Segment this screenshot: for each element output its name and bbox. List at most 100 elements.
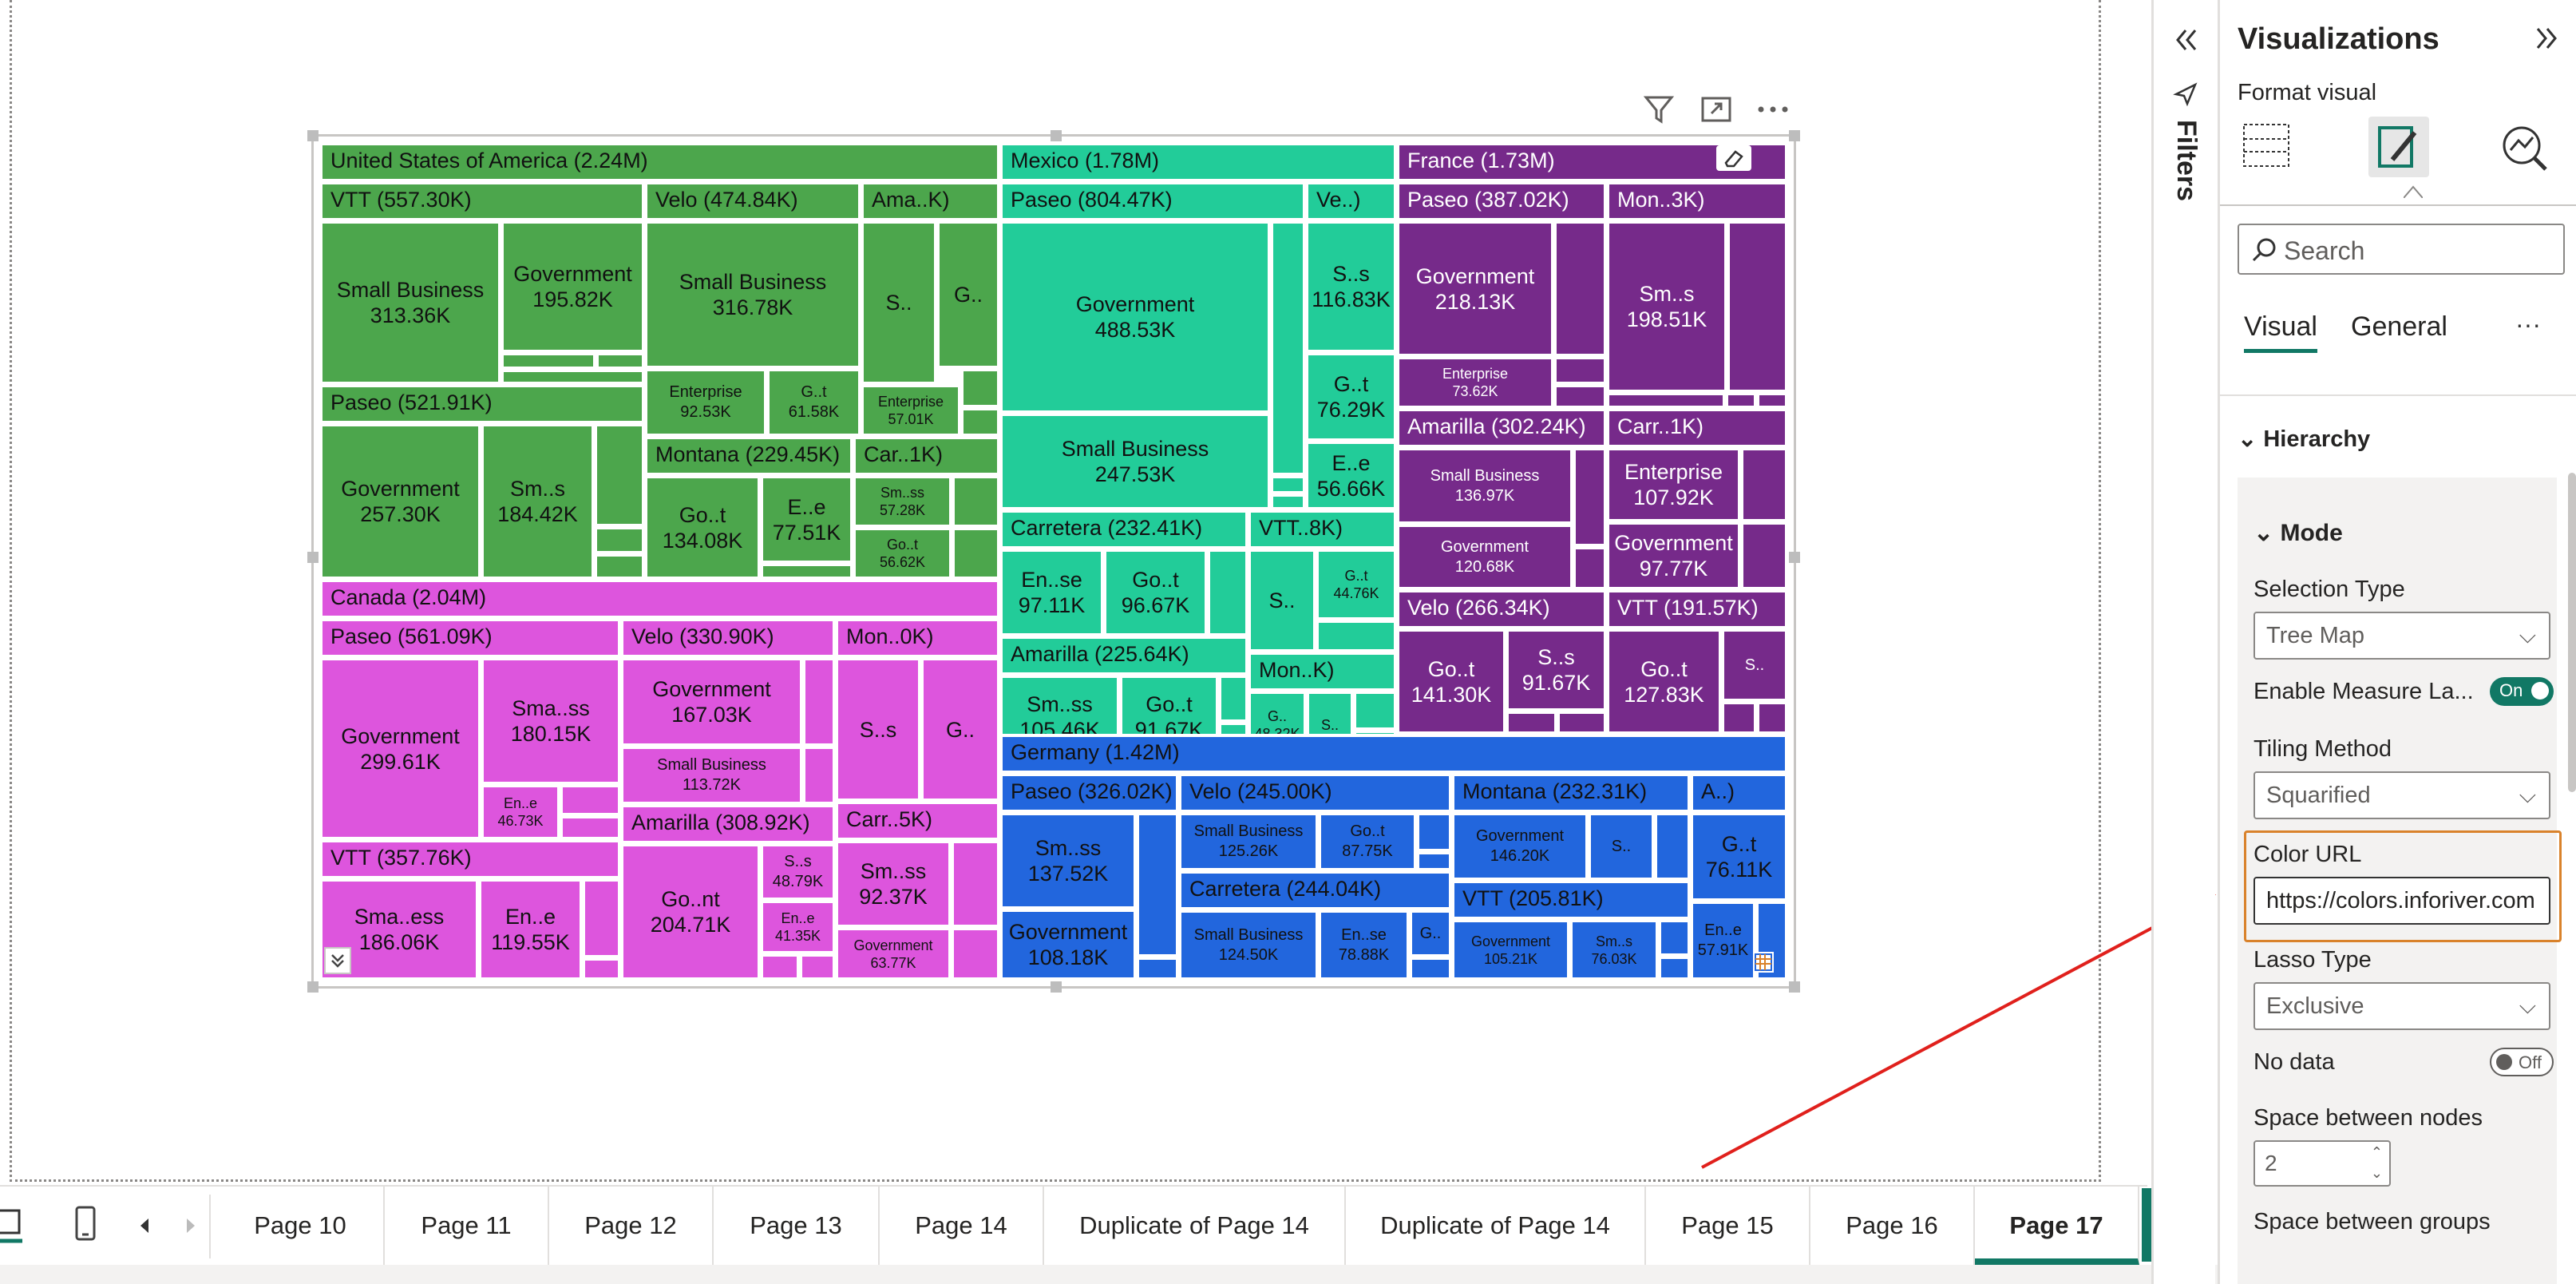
node-small[interactable] [1353,691,1397,731]
node-us-car-got[interactable]: Go..t 56.62K [853,527,952,580]
node-small[interactable] [1553,220,1607,357]
resize-handle[interactable] [307,981,319,993]
node-fr-ama-sb[interactable]: Small Business 136.97K [1396,447,1573,525]
section-hierarchy[interactable]: ⌄ Hierarchy [2238,425,2370,453]
node-ca-vtt[interactable]: VTT (357.76K) [319,839,621,879]
node-us-ama-g[interactable]: G.. [936,220,1000,369]
node-de-montana[interactable]: Montana (232.31K) [1451,773,1691,813]
node-mx-car-ense[interactable]: En..se 97.11K [999,549,1104,636]
analytics-icon[interactable] [2496,120,2552,176]
tab-page-10[interactable]: Page 10 [217,1187,385,1265]
node-ca-carr-smss[interactable]: Sm..ss 92.37K [835,840,952,928]
desktop-layout-icon[interactable] [0,1204,24,1244]
node-ca-amarilla[interactable]: Amarilla (308.92K) [620,804,836,844]
tab-general[interactable]: General [2351,311,2447,342]
expand-pane-icon[interactable] [2530,21,2565,56]
node-de-paseo[interactable]: Paseo (326.02K) [999,773,1179,813]
tab-page-16[interactable]: Page 16 [1810,1187,1975,1265]
node-mx-ve[interactable]: Ve..) [1305,181,1397,221]
tab-visual[interactable]: Visual [2244,311,2317,353]
node-small[interactable] [1654,812,1691,881]
node-de-car-ense[interactable]: En..se 78.88K [1318,910,1410,981]
node-small[interactable] [1553,356,1607,385]
node-us-car-smss[interactable]: Sm..ss 57.28K [853,475,952,528]
stepper-arrows-icon[interactable]: ⌃ ⌄ [2370,1144,2383,1181]
resize-handle[interactable] [1789,552,1800,563]
node-us-velo-sb[interactable]: Small Business 316.78K [644,220,861,369]
more-options-icon[interactable] [1755,94,1791,125]
node-fr-ama-gov[interactable]: Government 120.68K [1396,524,1573,590]
node-small[interactable] [760,953,800,981]
mobile-layout-icon[interactable] [73,1204,97,1244]
node-mx-car-got[interactable]: Go..t 96.67K [1103,549,1208,636]
node-de-car-sb[interactable]: Small Business 124.50K [1178,910,1319,981]
node-small[interactable] [1740,521,1788,590]
node-mx-vtt[interactable]: VTT..8K) [1248,509,1397,549]
lasso-type-dropdown[interactable]: Exclusive ⌵ [2254,982,2550,1030]
subsection-mode[interactable]: ⌄ Mode [2254,519,2343,547]
node-de-vtt[interactable]: VTT (205.81K) [1451,880,1691,920]
color-url-input[interactable]: https://colors.inforiver.com [2254,877,2550,925]
node-de-vtt-sms[interactable]: Sm..s 76.03K [1569,919,1659,981]
node-mx-amarilla[interactable]: Amarilla (225.64K) [999,636,1248,676]
node-fr-carr-ent[interactable]: Enterprise 107.92K [1606,447,1741,522]
node-de-car-g[interactable]: G.. [1409,910,1452,957]
tab-duplicate-page-14-2[interactable]: Duplicate of Page 14 [1346,1187,1646,1265]
selection-type-dropdown[interactable]: Tree Map ⌵ [2254,612,2550,660]
node-us-ama-ent[interactable]: Enterprise 57.01K [861,384,961,437]
node-us-paseo[interactable]: Paseo (521.91K) [319,384,645,424]
node-fr-velo-got[interactable]: Go..t 141.30K [1396,628,1506,735]
collapse-pane-icon[interactable] [2168,22,2203,57]
node-small[interactable] [960,407,1000,437]
focus-mode-icon[interactable] [1700,94,1732,125]
format-visual-icon[interactable] [2368,117,2429,177]
node-small[interactable] [1270,475,1306,494]
node-ca-paseo-ene[interactable]: En..e 46.73K [481,784,560,840]
node-de-paseo-gov[interactable]: Government 108.18K [999,909,1137,981]
node-small[interactable] [1416,851,1452,871]
node-small[interactable] [1557,711,1607,735]
resize-handle[interactable] [1789,981,1800,993]
node-mx-paseo-gov[interactable]: Government 488.53K [999,220,1271,414]
node-us-vtt-sb[interactable]: Small Business 313.36K [319,220,501,385]
node-fr-vtt[interactable]: VTT (191.57K) [1606,589,1788,629]
node-fr-paseo-ent[interactable]: Enterprise 73.62K [1396,356,1554,409]
node-small[interactable] [560,815,621,840]
node-mx-ve-gt[interactable]: G..t 76.29K [1305,352,1397,442]
filters-pane-collapsed[interactable]: Filters [2151,0,2215,1284]
node-small[interactable] [1553,384,1607,409]
node-ca-paseo[interactable]: Paseo (561.09K) [319,618,621,658]
node-ca-vtt-smaess[interactable]: Sma..ess 186.06K [319,878,479,981]
node-small[interactable] [1606,392,1726,409]
node-de-a-got[interactable]: G..t 76.11K [1690,812,1788,902]
node-small[interactable] [1756,392,1788,409]
node-ca-ama-ene[interactable]: En..e 41.35K [760,900,836,954]
node-small[interactable] [1409,957,1452,981]
scrollbar[interactable] [2568,473,2576,792]
node-ca-carr-gov[interactable]: Government 63.77K [835,927,952,981]
node-ca-carr[interactable]: Carr..5K) [835,801,1000,841]
node-ca-paseo-smass[interactable]: Sma..ss 180.15K [481,657,621,785]
node-de-velo-sb[interactable]: Small Business 125.26K [1178,812,1319,871]
node-mx-carretera[interactable]: Carretera (232.41K) [999,509,1248,549]
node-small[interactable] [1207,549,1248,636]
node-ca-velo-gov[interactable]: Government 167.03K [620,657,803,747]
node-small[interactable] [582,878,621,958]
node-small[interactable] [1725,392,1757,409]
node-germany[interactable]: Germany (1.42M) [999,734,1788,774]
node-ca-paseo-gov[interactable]: Government 299.61K [319,657,481,840]
node-de-a-ene[interactable]: En..e 57.91K [1690,901,1756,981]
node-fr-mon[interactable]: Mon..3K) [1606,181,1788,221]
node-small[interactable] [951,927,1000,981]
node-small[interactable] [1756,701,1788,735]
node-fr-paseo-gov[interactable]: Government 218.13K [1396,220,1554,357]
node-small[interactable] [1506,711,1557,735]
node-small[interactable] [560,784,621,816]
node-small[interactable] [760,563,853,580]
scroll-right-icon[interactable] [180,1214,200,1238]
search-input[interactable]: Search [2238,224,2565,275]
node-us[interactable]: United States of America (2.24M) [319,142,1000,182]
drill-down-icon[interactable] [324,947,351,974]
node-small[interactable] [1721,701,1757,735]
node-mexico[interactable]: Mexico (1.78M) [999,142,1397,182]
